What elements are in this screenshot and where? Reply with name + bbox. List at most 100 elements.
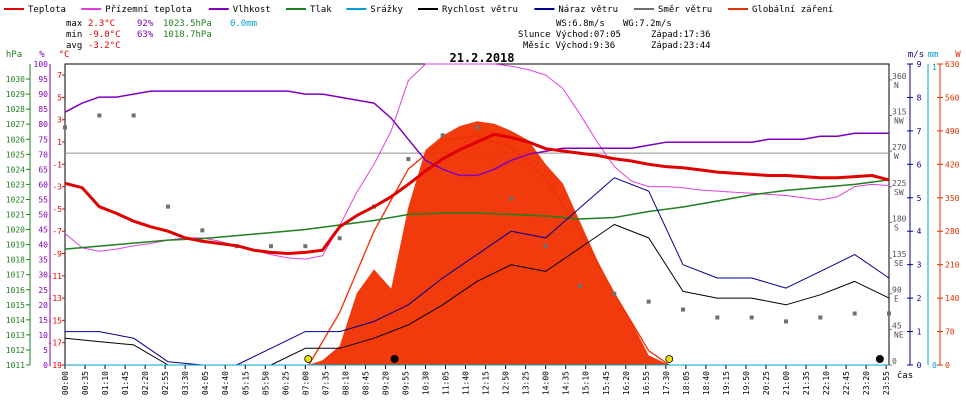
time-tick-label: 11:40 [462, 371, 471, 395]
wind-dir-point [852, 311, 857, 316]
legend-item: Teplota [28, 5, 66, 15]
wind-dir-point [337, 236, 342, 241]
legend-item: Srážky [370, 5, 403, 15]
time-tick-label: 21:35 [802, 371, 811, 395]
rain-unit: mm [928, 50, 939, 60]
dir-tick-abbr: W [894, 152, 899, 161]
time-tick-label: 16:55 [642, 371, 651, 395]
wind-dir-point [131, 113, 136, 118]
sunrise-marker [304, 355, 313, 363]
humidity-tick-label: 5 [43, 346, 48, 355]
dir-tick-abbr: E [894, 295, 899, 304]
dir-tick-label: 45 [892, 321, 902, 330]
legend-item: Přízemní teplota [105, 5, 192, 15]
time-tick-label: 17:30 [662, 371, 671, 395]
time-tick-label: 18:40 [702, 371, 711, 395]
time-tick-label: 09:55 [401, 371, 410, 395]
time-tick-label: 23:20 [862, 371, 871, 395]
wind-tick-label: 0 [917, 361, 922, 370]
stat-moon-rise: Měsíc Východ:9:36 [523, 41, 615, 51]
pressure-tick-label: 1013 [6, 331, 25, 340]
time-tick-label: 10:30 [422, 371, 431, 395]
pressure-tick-label: 1014 [6, 316, 25, 325]
rad-tick-label: 420 [945, 160, 960, 169]
pressure-tick-label: 1027 [6, 120, 25, 129]
wind-dir-point [509, 196, 514, 201]
time-tick-label: 22:45 [842, 371, 851, 395]
stat-max-rain: 0.0mm [230, 19, 257, 29]
pressure-tick-label: 1029 [6, 90, 25, 99]
temp-tick-label: 3 [57, 116, 62, 125]
time-tick-label: 05:15 [241, 371, 250, 395]
dir-tick-abbr: NW [894, 116, 904, 125]
stat-max-temp: 2.3°C [88, 19, 115, 29]
dir-tick-label: 180 [892, 214, 907, 223]
wind-tick-label: 1 [917, 328, 922, 337]
time-tick-label: 19:15 [722, 371, 731, 395]
humidity-tick-label: 55 [38, 195, 48, 204]
legend-item: Rychlost větru [442, 5, 518, 15]
time-tick-label: 14:35 [562, 371, 571, 395]
dir-tick-label: 270 [892, 143, 907, 152]
stat-min-hum: 63% [137, 30, 154, 40]
time-tick-label: 00:35 [81, 371, 90, 395]
time-tick-label: 15:10 [582, 371, 591, 395]
humidity-tick-label: 35 [38, 256, 48, 265]
time-tick-label: 02:55 [161, 371, 170, 395]
humidity-tick-label: 65 [38, 165, 48, 174]
stat-min-label: min [66, 30, 82, 40]
x-axis-unit: čas [897, 370, 913, 381]
rad-tick-label: 210 [945, 261, 960, 270]
wind-dir-point [887, 311, 891, 316]
time-tick-label: 00:00 [61, 371, 70, 395]
dir-tick-abbr: N [894, 81, 899, 90]
pressure-tick-label: 1019 [6, 241, 25, 250]
humidity-tick-label: 40 [38, 241, 48, 250]
humidity-tick-label: 95 [38, 75, 48, 84]
pressure-tick-label: 1016 [6, 286, 25, 295]
dir-tick-label: 0 [892, 357, 897, 366]
rad-tick-label: 560 [945, 93, 960, 102]
dir-tick-label: 90 [892, 286, 902, 295]
pressure-tick-label: 1017 [6, 271, 25, 280]
wind-dir-point [200, 228, 205, 233]
pressure-tick-label: 1022 [6, 195, 25, 204]
wind-tick-label: 3 [917, 261, 922, 270]
time-tick-label: 11:05 [442, 371, 451, 395]
time-tick-label: 12:15 [482, 371, 491, 395]
wind-tick-label: 5 [917, 194, 922, 203]
wind-dir-point [749, 315, 754, 320]
time-tick-label: 09:20 [381, 371, 390, 395]
temp-tick-label: 5 [57, 93, 62, 102]
rad-tick-label: 490 [945, 127, 960, 136]
wind-tick-label: 6 [917, 160, 922, 169]
temp-tick-label: 1 [57, 138, 62, 147]
wind-tick-label: 4 [917, 227, 922, 236]
humidity-tick-label: 30 [38, 271, 48, 280]
humidity-tick-label: 45 [38, 226, 48, 235]
time-tick-label: 14:00 [542, 371, 551, 395]
moonset-marker [875, 355, 884, 363]
time-tick-label: 01:45 [121, 371, 130, 395]
temp-tick-label: -15 [48, 316, 63, 325]
wind-dir-point [784, 319, 788, 324]
pressure-line [64, 179, 890, 250]
time-tick-label: 12:50 [502, 371, 511, 395]
wind-dir-point [578, 283, 582, 288]
temp-tick-label: -11 [48, 272, 63, 281]
humidity-line [64, 90, 889, 177]
wind-dir-point [818, 315, 823, 320]
rad-tick-label: 350 [945, 194, 960, 203]
stat-sun-rise: Slunce Východ:07:05 [518, 30, 621, 40]
pressure-tick-label: 1030 [6, 75, 25, 84]
time-tick-label: 01:10 [101, 371, 110, 395]
humidity-tick-label: 50 [38, 211, 48, 220]
dir-tick-label: 360 [892, 72, 907, 81]
wind-dir-point [543, 244, 548, 249]
pressure-tick-label: 1028 [6, 105, 25, 114]
pressure-tick-label: 1012 [6, 346, 25, 355]
time-tick-label: 04:40 [221, 371, 230, 395]
pressure-tick-label: 1024 [6, 165, 25, 174]
humidity-tick-label: 90 [38, 90, 48, 99]
